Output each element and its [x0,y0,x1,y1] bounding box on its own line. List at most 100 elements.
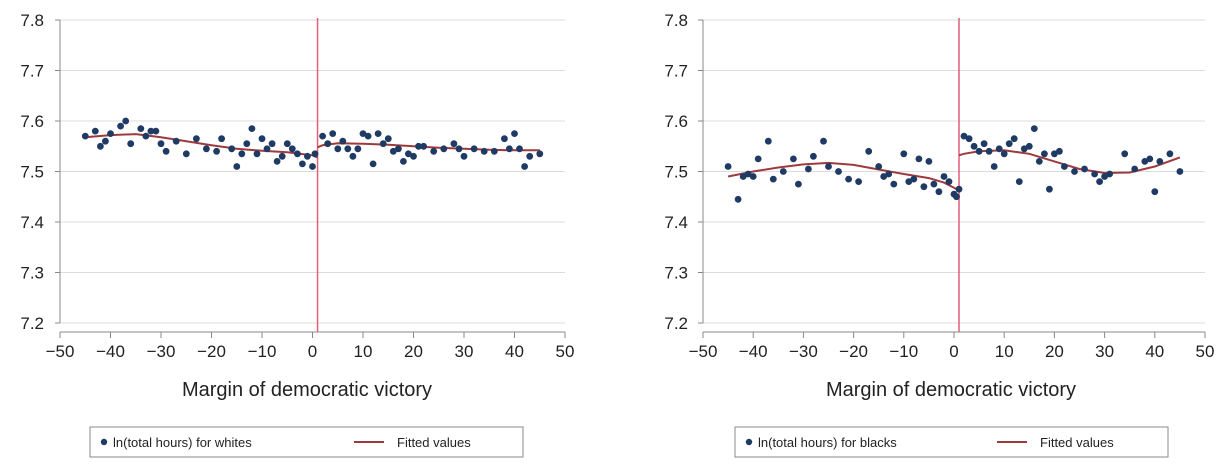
legend-label-points: ln(total hours) for whites [113,435,252,450]
x-tick-label: −10 [889,342,918,361]
data-point [1046,185,1053,193]
legend: ln(total hours) for blacks Fitted values [734,426,1169,458]
data-point [157,140,165,148]
plot-area-blacks: 7.2 7.3 7.4 7.5 7.6 7.7 7.8 −50 −40 −30 −20 −10 0 10… [664,11,1214,361]
data-point [102,137,109,145]
data-point [1121,150,1129,158]
data-point [339,137,347,145]
y-tick-label: 7.8 [664,11,688,30]
data-point [299,160,306,168]
data-point [369,160,377,168]
data-point [855,178,862,186]
data-point [900,150,908,158]
data-point [97,142,104,150]
data-point [1005,140,1013,148]
data-point [1081,165,1088,173]
data-point [122,117,130,125]
data-point [490,147,498,155]
data-point [769,175,777,183]
y-tick-label: 7.8 [20,11,44,30]
data-point [501,135,508,143]
y-tick-label: 7.3 [664,264,688,283]
x-tick-label: 40 [505,342,524,361]
data-point [795,180,802,188]
data-point [344,145,352,153]
y-tick-label: 7.2 [664,314,688,333]
data-point [213,147,221,155]
fitted-curve-segment [958,149,1181,175]
data-point [890,180,898,188]
legend-label-points: ln(total hours) for blacks [758,435,897,450]
data-point [91,127,99,135]
x-axis: −50 −40 −30 −20 −10 0 10 20 30 40 50 [689,331,1214,361]
data-point [1010,135,1018,143]
data-point [915,155,923,163]
data-point [127,140,135,148]
data-point [945,178,953,186]
data-point [1030,125,1038,132]
y-tick-label: 7.7 [20,62,44,81]
data-point [975,147,983,155]
data-point [359,130,367,138]
x-tick-label: 30 [455,342,474,361]
data-point [1056,147,1063,155]
chart-panel-blacks: 7.2 7.3 7.4 7.5 7.6 7.7 7.8 −50 −40 −30 −20 −10 0 10… [664,11,1214,458]
data-point [304,152,311,160]
data-point [273,158,281,165]
data-point [182,150,190,158]
data-point [1146,155,1154,163]
data-point [460,152,468,160]
data-point [258,135,266,143]
data-point [506,145,513,153]
data-point [734,195,742,203]
data-point [1166,150,1174,158]
data-point [294,150,301,158]
chart-panel-whites: 7.2 7.3 7.4 7.5 7.6 7.7 7.8 −50 −40 −30 −20 −10 0 10… [20,11,574,458]
data-point [1151,188,1159,196]
legend-box [734,426,1169,458]
y-tick-label: 7.5 [664,163,688,182]
data-point [450,140,458,148]
data-point [455,145,463,153]
data-point [379,140,387,148]
data-point [810,152,817,160]
data-point [1025,142,1033,150]
data-point [790,155,797,163]
data-point [142,132,150,140]
data-point [940,173,948,180]
x-axis: −50 −40 −30 −20 −10 0 10 20 30 40 50 [46,331,574,361]
data-point [526,152,534,160]
data-point [980,140,988,148]
data-point [1091,170,1098,178]
data-point [724,163,732,170]
data-point [521,163,528,170]
y-tick-label: 7.4 [664,213,688,232]
x-tick-label: 10 [354,342,373,361]
data-point [319,132,326,140]
data-point [193,135,200,143]
data-point [1035,158,1043,165]
y-tick-label: 7.3 [20,264,44,283]
data-point [1176,168,1184,175]
data-point [283,140,291,148]
data-point [875,163,883,170]
data-point [400,158,407,165]
data-point [470,145,478,153]
data-point [885,170,893,178]
data-point [354,145,362,153]
x-tick-label: −50 [689,342,718,361]
data-point [845,175,852,183]
data-point [309,163,316,170]
data-point [349,152,357,160]
data-point [415,142,422,150]
data-point [480,147,488,155]
fitted-line [727,149,1181,192]
x-tick-label: 20 [1045,342,1064,361]
data-point [910,175,918,183]
data-point [825,163,832,170]
x-tick-label: 10 [995,342,1014,361]
data-point [955,185,963,193]
data-point [420,142,427,150]
fitted-curve-segment [727,161,960,192]
